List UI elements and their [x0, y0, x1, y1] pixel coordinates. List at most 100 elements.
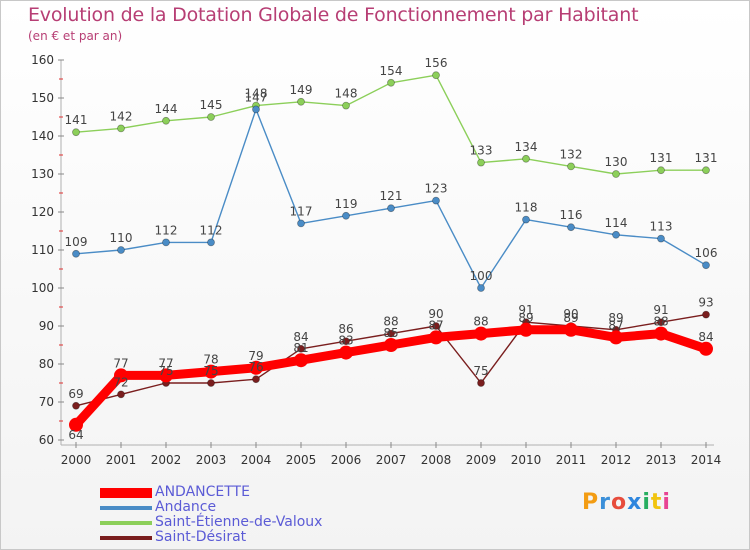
series-point-0 [699, 341, 713, 356]
data-label: 142 [110, 109, 133, 123]
x-tick-label: 2010 [511, 453, 542, 467]
data-label: 109 [65, 235, 88, 249]
series-point-2 [477, 158, 485, 167]
x-tick-label: 2012 [601, 453, 632, 467]
data-label: 110 [110, 231, 133, 245]
data-label: 145 [200, 98, 223, 112]
data-label: 77 [113, 356, 128, 370]
data-label: 148 [245, 87, 268, 101]
y-tick-label: 120 [31, 205, 54, 219]
series-point-1 [387, 204, 395, 213]
data-label: 113 [650, 220, 673, 234]
chart-title: Evolution de la Dotation Globale de Fonc… [28, 4, 639, 26]
series-point-0 [114, 368, 128, 383]
series-point-0 [204, 364, 218, 379]
x-tick-label: 2006 [331, 453, 362, 467]
series-point-2 [612, 170, 620, 178]
data-label: 118 [515, 201, 538, 215]
data-label: 84 [698, 330, 713, 344]
y-tick-label: 150 [31, 91, 54, 105]
data-label: 88 [383, 315, 398, 329]
series-point-1 [612, 230, 620, 239]
legend-label: ANDANCETTE [155, 484, 250, 500]
series-point-1 [207, 238, 215, 247]
data-label: 87 [608, 318, 623, 332]
logo-letter: x [627, 490, 643, 515]
data-label: 90 [563, 307, 578, 321]
data-label: 100 [470, 269, 493, 283]
data-label: 88 [653, 315, 668, 329]
x-tick-label: 2008 [421, 453, 452, 467]
data-label: 89 [563, 311, 578, 325]
series-point-3 [702, 310, 710, 319]
y-tick-label: 70 [39, 395, 54, 409]
logo-letter: i [642, 490, 651, 515]
legend-swatch [100, 488, 152, 498]
series-point-1 [567, 223, 575, 232]
series-point-3 [207, 379, 215, 387]
series-point-1 [342, 211, 350, 220]
series-point-0 [249, 360, 263, 375]
series-point-0 [609, 330, 623, 345]
series-point-0 [159, 368, 173, 383]
proxiti-logo: Proxiti [582, 490, 671, 515]
logo-letter: o [610, 490, 628, 515]
data-label: 72 [113, 375, 128, 389]
series-point-2 [297, 97, 305, 106]
data-label: 89 [518, 311, 533, 325]
data-label: 91 [518, 303, 533, 317]
data-label: 77 [158, 356, 173, 370]
data-label: 116 [560, 208, 583, 222]
logo-letter: i [662, 490, 671, 515]
series-point-2 [162, 116, 170, 125]
data-label: 88 [473, 315, 488, 329]
series-point-2 [657, 166, 665, 175]
data-label: 83 [338, 334, 353, 348]
y-tick-label: 140 [31, 129, 54, 143]
y-tick-label: 60 [39, 433, 54, 447]
data-label: 69 [68, 387, 83, 401]
series-point-0 [654, 326, 668, 341]
data-label: 89 [608, 311, 623, 325]
data-label: 79 [248, 349, 263, 363]
data-label: 112 [200, 223, 223, 237]
series-point-0 [339, 345, 353, 360]
x-tick-label: 2011 [556, 453, 587, 467]
data-label: 117 [290, 204, 313, 218]
series-point-1 [252, 105, 260, 114]
legend-swatch [100, 506, 152, 510]
logo-letter: r [599, 490, 611, 515]
series-point-0 [474, 326, 488, 341]
data-label: 112 [155, 223, 178, 237]
x-tick-label: 2007 [376, 453, 407, 467]
series-point-0 [429, 330, 443, 345]
data-label: 149 [290, 83, 313, 97]
x-tick-label: 2009 [466, 453, 497, 467]
x-tick-label: 2002 [151, 453, 182, 467]
logo-letter: P [582, 490, 600, 515]
y-tick-label: 80 [39, 357, 54, 371]
series-point-1 [522, 215, 530, 224]
x-tick-label: 2005 [286, 453, 317, 467]
data-label: 84 [293, 330, 308, 344]
series-point-3 [477, 379, 485, 387]
data-label: 154 [380, 64, 403, 78]
legend-label: Saint-Étienne-de-Valoux [155, 514, 323, 530]
y-tick-label: 90 [39, 319, 54, 333]
data-label: 134 [515, 140, 538, 154]
y-tick-label: 110 [31, 243, 54, 257]
data-label: 133 [470, 144, 493, 158]
data-label: 75 [473, 364, 488, 378]
series-point-2 [342, 101, 350, 110]
series-point-2 [702, 166, 710, 175]
data-label: 93 [698, 296, 713, 310]
series-point-3 [72, 401, 80, 410]
series-point-3 [387, 329, 395, 338]
series-point-3 [342, 337, 350, 346]
x-tick-label: 2014 [691, 453, 722, 467]
series-point-0 [69, 417, 83, 432]
data-label: 141 [65, 113, 88, 127]
series-point-0 [294, 353, 308, 368]
series-point-0 [384, 338, 398, 352]
